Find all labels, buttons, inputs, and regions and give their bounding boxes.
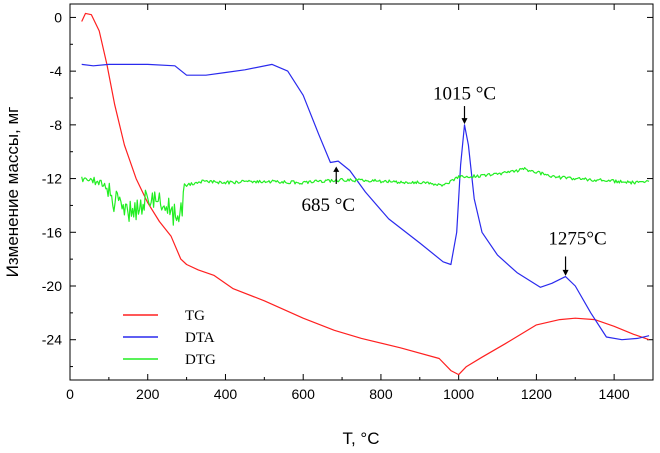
y-tick-label: -20 <box>42 278 62 294</box>
series-layer <box>81 12 650 376</box>
annotation-label: 685 °C <box>301 195 355 216</box>
x-tick-label: 1400 <box>599 386 630 402</box>
annotation-arrowhead <box>562 269 569 276</box>
axes: 0 200 400 600 800 1000 1200 1400 0 -4 -8 -12 -16 -20 -… <box>42 4 653 402</box>
series-line-dta <box>81 63 650 341</box>
y-axis-title: Изменение массы, мг <box>3 107 22 278</box>
x-axis-title: T, °C <box>342 429 379 448</box>
series-line-dtg <box>81 167 650 226</box>
y-tick-label: -16 <box>42 224 62 240</box>
annotation-arrowhead <box>461 118 468 125</box>
annotation-label: 1015 °C <box>433 83 496 104</box>
legend-label-tg: TG <box>185 308 205 324</box>
plot-frame <box>69 3 654 381</box>
legend-label-dta: DTA <box>185 330 215 346</box>
legend-label-dtg: DTG <box>185 352 216 368</box>
legend: TG DTA DTG <box>123 308 216 368</box>
x-tick-label: 800 <box>369 386 393 402</box>
y-tick-label: 0 <box>54 9 62 25</box>
y-tick-label: -8 <box>50 117 63 133</box>
series-line-tg <box>81 12 650 376</box>
x-tick-label: 600 <box>292 386 316 402</box>
y-tick-label: -24 <box>42 332 62 348</box>
annotation-arrowhead <box>333 166 340 172</box>
annotation-layer: 1015 °C 685 °C 1275°C <box>301 83 607 276</box>
x-tick-label: 400 <box>214 386 238 402</box>
x-tick-label: 1000 <box>443 386 474 402</box>
x-tick-label: 1200 <box>521 386 552 402</box>
x-tick-label: 200 <box>136 386 160 402</box>
annotation-label: 1275°C <box>548 228 606 249</box>
x-tick-label: 0 <box>66 386 74 402</box>
y-tick-label: -12 <box>42 171 62 187</box>
y-tick-label: -4 <box>50 63 63 79</box>
